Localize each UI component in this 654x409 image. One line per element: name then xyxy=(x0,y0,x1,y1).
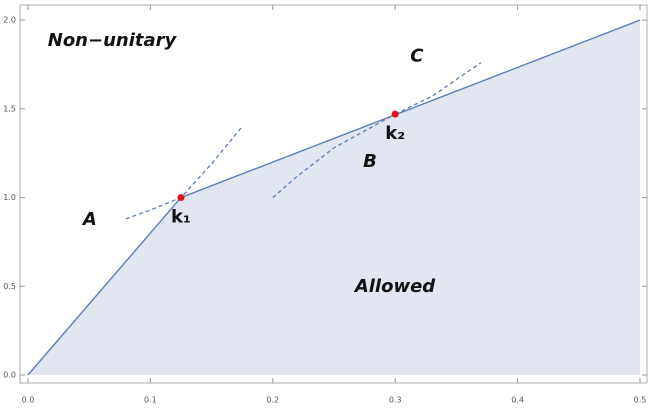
point-label: k₂ xyxy=(385,123,405,144)
x-tick-label: 0.3 xyxy=(389,396,402,405)
frame xyxy=(19,4,648,384)
y-tick-label: 0.5 xyxy=(3,282,16,291)
x-tick-label: 0.0 xyxy=(22,396,35,405)
x-tick-label: 0.5 xyxy=(634,396,647,405)
region-label: Non−unitary xyxy=(48,30,178,51)
dashed-curve xyxy=(272,113,396,199)
x-tick-label: 0.4 xyxy=(511,396,524,405)
point xyxy=(177,194,185,202)
x-tick-label: 0.1 xyxy=(144,396,157,405)
curve-label: A xyxy=(81,209,97,230)
x-tick-label: 0.2 xyxy=(266,396,279,405)
point xyxy=(391,110,399,118)
y-tick-label: 1.0 xyxy=(3,193,16,202)
curve-label: B xyxy=(363,151,377,172)
y-tick-label: 2.0 xyxy=(3,16,16,25)
curve-label: C xyxy=(410,45,424,66)
point-label: k₁ xyxy=(171,207,191,228)
dashed-curve xyxy=(394,62,482,115)
region-label: Allowed xyxy=(353,276,436,297)
y-tick-label: 0.0 xyxy=(3,371,16,380)
y-tick-label: 1.5 xyxy=(3,104,16,113)
allowed-area xyxy=(27,20,641,376)
